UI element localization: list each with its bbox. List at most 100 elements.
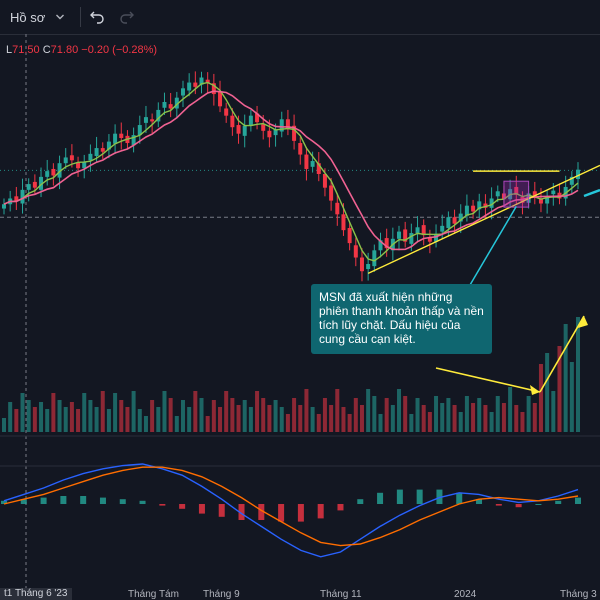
volume-bar — [576, 317, 580, 432]
candle-body — [310, 161, 315, 167]
volume-bar — [2, 418, 6, 432]
macd-histogram-bar — [198, 504, 205, 514]
volume-bar — [45, 409, 50, 432]
candle-body — [359, 257, 364, 272]
candle-body — [538, 199, 543, 204]
volume-bar — [20, 393, 25, 432]
macd-histogram-bar — [159, 504, 166, 506]
volume-bar — [514, 405, 519, 432]
macd-histogram-bar — [555, 500, 562, 504]
volume-bar — [353, 398, 358, 432]
candle-body — [242, 125, 247, 136]
crosshair-date-label: t1 Tháng 6 '23 — [0, 588, 72, 600]
candle-body — [255, 113, 260, 123]
macd-histogram-bar — [476, 499, 483, 504]
volume-bar — [551, 391, 556, 432]
candle-body — [434, 233, 439, 242]
volume-bar — [267, 405, 272, 432]
volume-bar — [273, 400, 278, 432]
candle-body — [39, 176, 44, 190]
candle-body — [100, 148, 105, 152]
candle-body — [193, 82, 198, 87]
volume-bar — [452, 405, 457, 432]
volume-bar — [378, 414, 383, 432]
macd-histogram-bar — [99, 497, 106, 504]
macd-histogram-bar — [515, 504, 522, 508]
candle-body — [69, 155, 74, 161]
macd-histogram-bar — [495, 504, 502, 506]
candle-body — [150, 119, 155, 122]
low-key: L — [6, 44, 13, 56]
candle-body — [113, 133, 118, 144]
volume-bar — [520, 412, 525, 432]
volume-arrow-line — [435, 367, 541, 393]
volume-bar — [57, 400, 62, 432]
candle-body — [427, 237, 432, 242]
candle-body — [51, 168, 56, 176]
x-label-nov: Tháng 11 — [320, 589, 362, 600]
macd-histogram-bar — [258, 504, 265, 520]
volume-bar — [236, 405, 241, 432]
volume-bar — [76, 409, 81, 432]
volume-bar — [366, 389, 371, 432]
ma-fast-line — [3, 81, 579, 262]
candle-body — [483, 203, 488, 208]
candle-body — [45, 171, 50, 177]
macd-histogram-bar — [20, 499, 27, 504]
volume-bar — [174, 416, 179, 432]
volume-bar — [218, 407, 223, 432]
candle-body — [458, 213, 463, 222]
candle-body — [329, 185, 334, 201]
volume-bar — [563, 324, 568, 432]
candle-body — [218, 91, 223, 107]
macd-histogram-bar — [535, 504, 542, 505]
candle-body — [230, 115, 235, 128]
volume-bar — [193, 391, 198, 432]
candle-body — [446, 217, 451, 228]
volume-bar — [446, 398, 451, 432]
undo-icon[interactable] — [88, 8, 106, 26]
volume-bar — [532, 403, 537, 432]
volume-bar — [180, 400, 185, 432]
candle-body — [341, 214, 346, 231]
candle-body — [76, 162, 81, 169]
candle-body — [106, 141, 111, 150]
annotation-note[interactable]: MSN đã xuất hiện những phiên thanh khoản… — [311, 284, 492, 354]
volume-bar — [39, 402, 44, 432]
volume-bar — [150, 400, 155, 432]
candle-body — [372, 250, 377, 267]
volume-bar — [32, 407, 37, 432]
macd-histogram-bar — [1, 500, 7, 504]
volume-bar — [230, 398, 235, 432]
signal-line — [3, 466, 579, 547]
volume-bar — [137, 409, 142, 432]
macd-histogram-bar — [357, 499, 364, 504]
candle-body — [353, 245, 358, 258]
volume-bar — [14, 409, 19, 432]
volume-bar — [495, 396, 500, 432]
candle-body — [477, 201, 482, 210]
candle-body — [304, 154, 309, 169]
candle-body — [273, 129, 278, 136]
profile-menu-button[interactable]: Hồ sơ — [10, 6, 76, 28]
candle-body — [464, 205, 469, 216]
close-key: C — [42, 44, 51, 56]
candle-body — [322, 174, 327, 188]
candle-body — [82, 162, 87, 169]
candle-body — [211, 83, 216, 95]
volume-bar — [569, 362, 574, 432]
time-axis: Tháng Tám Tháng 9 Tháng 11 2024 Tháng 3 — [0, 588, 600, 600]
candle-body — [279, 119, 284, 132]
volume-bar — [397, 389, 402, 432]
candle-body — [174, 97, 179, 109]
volume-bar — [106, 409, 111, 432]
candle-body — [248, 115, 253, 126]
volume-bar — [292, 398, 297, 432]
candle-body — [205, 79, 210, 84]
macd-histogram-bar — [436, 489, 443, 504]
candle-body — [187, 82, 192, 91]
volume-bar — [415, 398, 420, 432]
macd-histogram-bar — [575, 497, 581, 504]
redo-icon[interactable] — [118, 8, 136, 26]
